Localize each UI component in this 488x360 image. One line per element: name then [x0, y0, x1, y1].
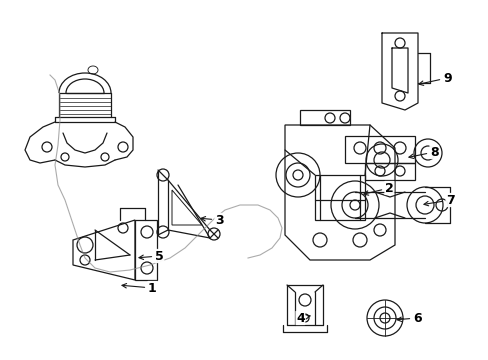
- Text: 6: 6: [396, 311, 421, 324]
- Text: 8: 8: [408, 145, 438, 158]
- Text: 1: 1: [122, 282, 157, 294]
- Text: 5: 5: [139, 249, 163, 262]
- Text: 2: 2: [363, 181, 393, 195]
- Text: 4: 4: [295, 311, 309, 324]
- Text: 9: 9: [418, 72, 451, 85]
- Text: 7: 7: [423, 194, 454, 207]
- Text: 3: 3: [201, 213, 223, 226]
